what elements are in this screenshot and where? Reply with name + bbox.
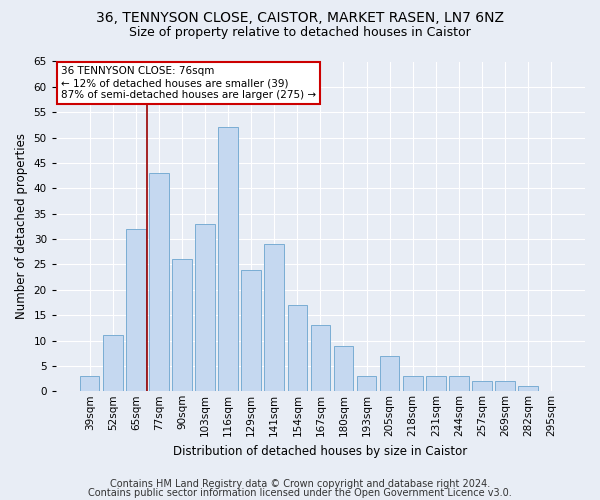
Bar — [103, 336, 122, 392]
Bar — [265, 244, 284, 392]
Bar — [172, 260, 192, 392]
Bar — [518, 386, 538, 392]
Text: Size of property relative to detached houses in Caistor: Size of property relative to detached ho… — [129, 26, 471, 39]
Bar — [334, 346, 353, 392]
Text: Contains public sector information licensed under the Open Government Licence v3: Contains public sector information licen… — [88, 488, 512, 498]
Text: Contains HM Land Registry data © Crown copyright and database right 2024.: Contains HM Land Registry data © Crown c… — [110, 479, 490, 489]
Bar — [80, 376, 100, 392]
Bar — [241, 270, 261, 392]
Bar — [195, 224, 215, 392]
Bar — [311, 326, 330, 392]
Bar — [403, 376, 422, 392]
Bar — [380, 356, 400, 392]
Bar — [426, 376, 446, 392]
Bar — [126, 229, 146, 392]
Bar — [495, 381, 515, 392]
X-axis label: Distribution of detached houses by size in Caistor: Distribution of detached houses by size … — [173, 444, 467, 458]
Text: 36, TENNYSON CLOSE, CAISTOR, MARKET RASEN, LN7 6NZ: 36, TENNYSON CLOSE, CAISTOR, MARKET RASE… — [96, 11, 504, 25]
Bar — [149, 173, 169, 392]
Text: 36 TENNYSON CLOSE: 76sqm
← 12% of detached houses are smaller (39)
87% of semi-d: 36 TENNYSON CLOSE: 76sqm ← 12% of detach… — [61, 66, 316, 100]
Bar — [357, 376, 376, 392]
Bar — [449, 376, 469, 392]
Y-axis label: Number of detached properties: Number of detached properties — [15, 134, 28, 320]
Bar — [287, 305, 307, 392]
Bar — [472, 381, 492, 392]
Bar — [218, 128, 238, 392]
